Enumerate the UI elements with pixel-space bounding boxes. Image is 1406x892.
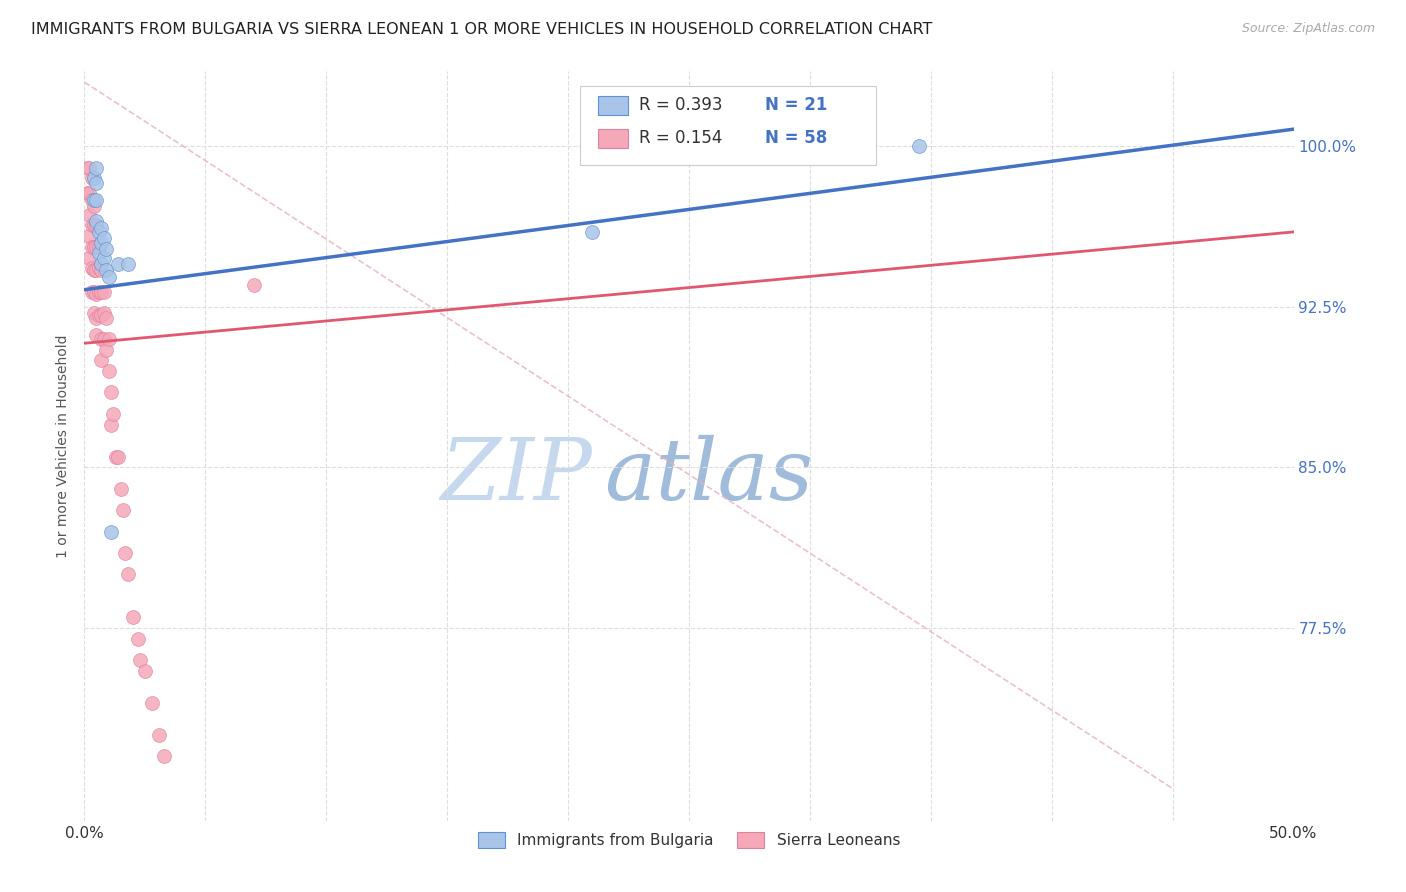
Point bbox=[87, 261, 110, 276]
Text: IMMIGRANTS FROM BULGARIA VS SIERRA LEONEAN 1 OR MORE VEHICLES IN HOUSEHOLD CORRE: IMMIGRANTS FROM BULGARIA VS SIERRA LEONE… bbox=[31, 22, 932, 37]
Point bbox=[83, 306, 105, 320]
Point bbox=[77, 161, 100, 175]
Point bbox=[907, 139, 929, 153]
Point bbox=[76, 186, 98, 201]
Point bbox=[242, 278, 264, 293]
Text: ZIP: ZIP bbox=[440, 434, 592, 517]
Point bbox=[129, 653, 152, 667]
Legend: Immigrants from Bulgaria, Sierra Leoneans: Immigrants from Bulgaria, Sierra Leonean… bbox=[471, 826, 907, 855]
Point bbox=[90, 220, 112, 235]
Point bbox=[83, 171, 105, 186]
Point bbox=[110, 482, 132, 496]
Point bbox=[80, 261, 103, 276]
Point bbox=[93, 285, 115, 299]
Point bbox=[83, 193, 105, 207]
Point bbox=[86, 176, 108, 190]
Point bbox=[90, 285, 112, 299]
Point bbox=[153, 749, 176, 764]
Point bbox=[141, 696, 163, 710]
Point bbox=[90, 309, 112, 323]
Point bbox=[90, 332, 112, 346]
Point bbox=[100, 417, 122, 432]
Point bbox=[94, 263, 117, 277]
Point bbox=[117, 567, 139, 582]
Point bbox=[148, 728, 170, 742]
Point bbox=[77, 251, 100, 265]
Point bbox=[107, 450, 129, 464]
Point bbox=[90, 263, 112, 277]
Point bbox=[87, 246, 110, 260]
Text: N = 21: N = 21 bbox=[765, 96, 828, 114]
Point bbox=[134, 664, 156, 678]
Point bbox=[93, 306, 115, 320]
FancyBboxPatch shape bbox=[599, 96, 628, 115]
Point bbox=[94, 310, 117, 325]
Point bbox=[97, 364, 120, 378]
Point bbox=[83, 240, 105, 254]
Point bbox=[86, 193, 108, 207]
Point bbox=[90, 235, 112, 250]
Point bbox=[86, 161, 108, 175]
Point bbox=[77, 186, 100, 201]
Point bbox=[77, 229, 100, 244]
Point bbox=[87, 309, 110, 323]
Point bbox=[76, 161, 98, 175]
Text: Source: ZipAtlas.com: Source: ZipAtlas.com bbox=[1241, 22, 1375, 36]
Point bbox=[97, 332, 120, 346]
Text: N = 58: N = 58 bbox=[765, 129, 827, 147]
Point bbox=[86, 287, 108, 301]
Point bbox=[93, 251, 115, 265]
Point bbox=[80, 240, 103, 254]
Point bbox=[77, 208, 100, 222]
Point bbox=[83, 199, 105, 213]
FancyBboxPatch shape bbox=[599, 129, 628, 148]
Point bbox=[86, 214, 108, 228]
Point bbox=[83, 263, 105, 277]
Point bbox=[100, 524, 122, 539]
Point bbox=[103, 407, 125, 421]
Point bbox=[107, 257, 129, 271]
FancyBboxPatch shape bbox=[581, 87, 876, 165]
Point bbox=[90, 257, 112, 271]
Point bbox=[86, 327, 108, 342]
Point bbox=[83, 219, 105, 233]
Point bbox=[80, 193, 103, 207]
Point bbox=[86, 219, 108, 233]
Point bbox=[97, 269, 120, 284]
Point bbox=[117, 257, 139, 271]
Text: atlas: atlas bbox=[605, 434, 814, 517]
Point bbox=[86, 310, 108, 325]
Point bbox=[80, 219, 103, 233]
Point bbox=[86, 240, 108, 254]
Point bbox=[93, 231, 115, 245]
Point bbox=[100, 385, 122, 400]
Point bbox=[87, 285, 110, 299]
Point bbox=[80, 285, 103, 299]
Point bbox=[581, 225, 603, 239]
Point bbox=[114, 546, 136, 560]
Y-axis label: 1 or more Vehicles in Household: 1 or more Vehicles in Household bbox=[56, 334, 70, 558]
Point bbox=[87, 240, 110, 254]
Point bbox=[94, 343, 117, 357]
Point bbox=[87, 225, 110, 239]
Point bbox=[90, 353, 112, 368]
Point bbox=[83, 285, 105, 299]
Point bbox=[121, 610, 143, 624]
Point bbox=[127, 632, 149, 646]
Text: R = 0.154: R = 0.154 bbox=[640, 129, 723, 147]
Point bbox=[104, 450, 127, 464]
Point bbox=[112, 503, 135, 517]
Text: R = 0.393: R = 0.393 bbox=[640, 96, 723, 114]
Point bbox=[80, 171, 103, 186]
Point bbox=[93, 332, 115, 346]
Point bbox=[86, 263, 108, 277]
Point bbox=[94, 242, 117, 256]
